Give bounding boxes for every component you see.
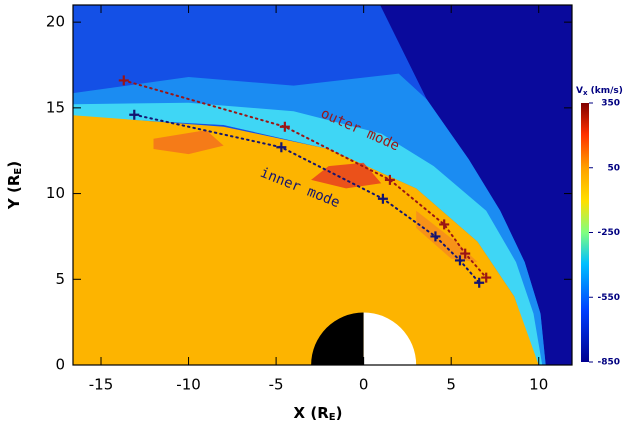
hot-spot xyxy=(153,130,224,155)
mode-line xyxy=(122,79,488,279)
colorbar-tick-label: 50 xyxy=(607,163,620,173)
magnetosphere xyxy=(73,115,539,365)
y-tick-label: 10 xyxy=(46,184,65,202)
x-tick-label: 5 xyxy=(446,376,456,394)
y-axis-label: Y (RE) xyxy=(5,161,25,210)
hot-spot xyxy=(311,162,382,189)
marks xyxy=(73,5,572,366)
mode-point xyxy=(439,219,450,230)
mode-point xyxy=(276,142,287,153)
x-tick-label: 0 xyxy=(359,376,369,394)
colorbar-tick-label: -850 xyxy=(597,358,620,368)
x-tick-label: -15 xyxy=(89,376,114,394)
sheath-outer xyxy=(73,73,546,365)
solar-wind xyxy=(380,5,572,365)
y-tick-label: 20 xyxy=(46,13,65,31)
colorbar-label: Vx (km/s) xyxy=(576,86,623,98)
mode-point xyxy=(454,255,465,266)
earth-day xyxy=(363,312,417,365)
mode-point xyxy=(474,277,485,288)
sheath-inner xyxy=(73,102,543,365)
frame xyxy=(72,4,573,366)
mode-line xyxy=(133,113,481,284)
y-tick-label: 15 xyxy=(46,98,65,116)
y-tick-label: 5 xyxy=(55,270,65,288)
mode-point xyxy=(118,75,129,86)
field xyxy=(73,5,572,365)
colorbar-scale xyxy=(581,103,589,362)
colorbar-tick-label: 350 xyxy=(601,99,620,109)
mode-point xyxy=(384,174,395,185)
colorbar: Vx (km/s) 350 50 -250 -550 -850 xyxy=(576,86,623,368)
x-tick-label: -10 xyxy=(176,376,201,394)
mode-point xyxy=(129,109,140,120)
x-axis-label: X (RE) xyxy=(294,404,343,424)
mode-point xyxy=(460,248,471,259)
x-tick-label: 10 xyxy=(529,376,548,394)
x-tick-label: -5 xyxy=(269,376,284,394)
earth-night xyxy=(311,312,364,365)
mode-point xyxy=(481,272,492,283)
colorbar-tick-label: -250 xyxy=(597,228,620,238)
colorbar-tick-label: -550 xyxy=(597,293,620,303)
mode-point xyxy=(377,193,388,204)
y-tick-label: 0 xyxy=(55,356,65,374)
mode-point xyxy=(430,231,441,242)
mode-point xyxy=(279,121,290,132)
